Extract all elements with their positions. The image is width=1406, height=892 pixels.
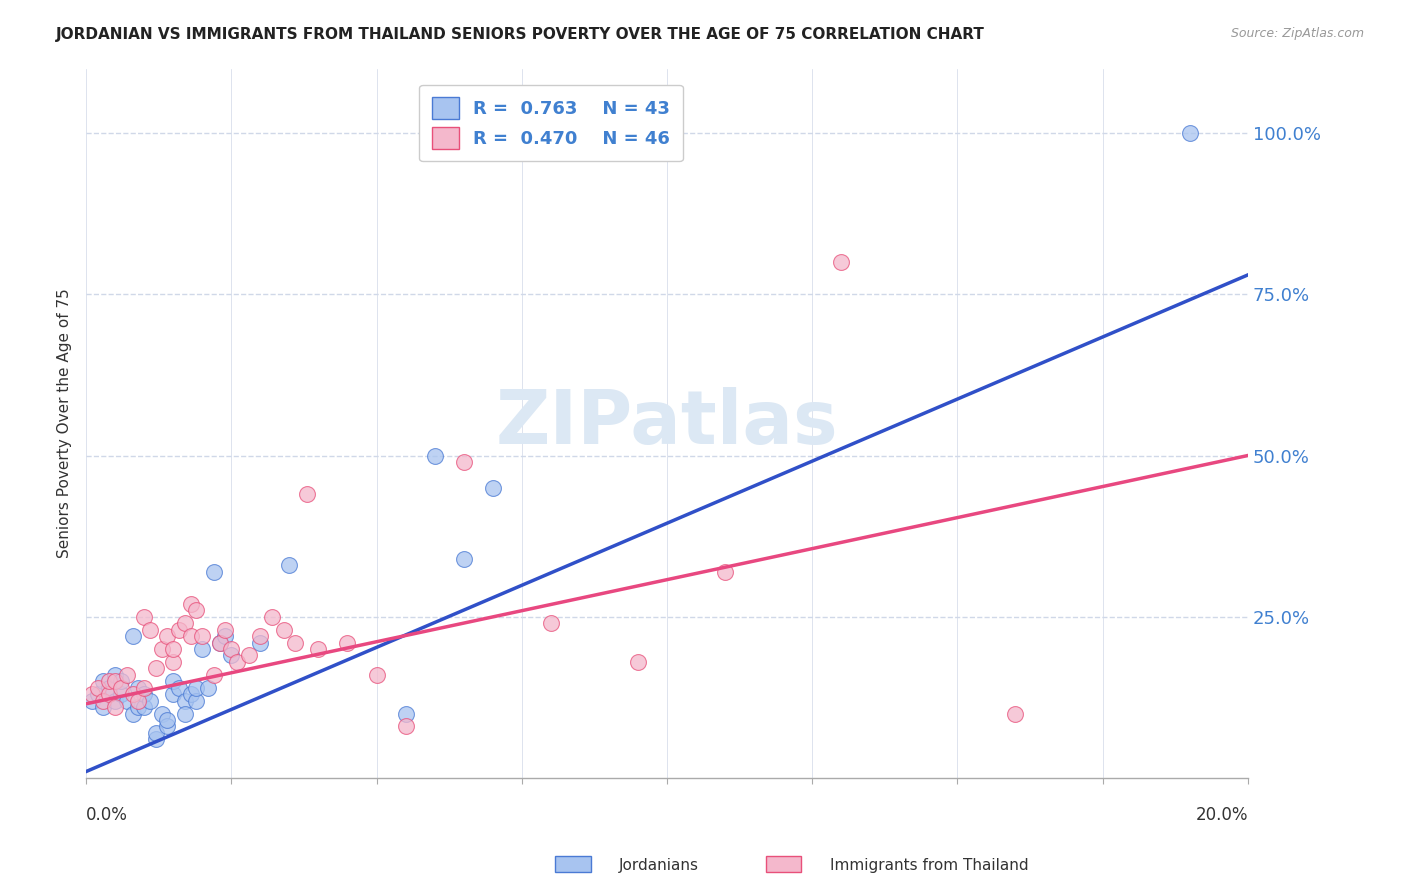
Point	[1178, 126, 1201, 140]
Text: ZIPatlas: ZIPatlas	[496, 387, 838, 459]
Point	[156, 713, 179, 727]
Point	[156, 719, 179, 733]
Point	[134, 700, 156, 714]
Point	[134, 681, 156, 695]
Point	[139, 623, 162, 637]
Point	[249, 635, 271, 649]
Point	[180, 687, 202, 701]
Y-axis label: Seniors Poverty Over the Age of 75: Seniors Poverty Over the Age of 75	[58, 288, 72, 558]
Point	[98, 681, 121, 695]
Point	[104, 674, 127, 689]
Point	[86, 681, 108, 695]
Point	[186, 693, 208, 707]
Point	[93, 674, 115, 689]
Point	[208, 635, 231, 649]
Point	[162, 655, 184, 669]
Point	[162, 642, 184, 657]
Point	[80, 693, 103, 707]
Point	[104, 668, 127, 682]
Point	[180, 597, 202, 611]
Point	[173, 706, 195, 721]
Point	[249, 629, 271, 643]
Point	[110, 687, 132, 701]
Point	[98, 687, 121, 701]
Point	[278, 558, 301, 573]
Point	[260, 609, 283, 624]
Text: JORDANIAN VS IMMIGRANTS FROM THAILAND SENIORS POVERTY OVER THE AGE OF 75 CORRELA: JORDANIAN VS IMMIGRANTS FROM THAILAND SE…	[56, 27, 986, 42]
Text: Immigrants from Thailand: Immigrants from Thailand	[830, 858, 1028, 872]
Point	[1004, 706, 1026, 721]
Point	[627, 655, 650, 669]
Point	[307, 642, 329, 657]
Point	[110, 681, 132, 695]
Point	[173, 693, 195, 707]
Text: Source: ZipAtlas.com: Source: ZipAtlas.com	[1230, 27, 1364, 40]
Point	[197, 681, 219, 695]
Point	[366, 668, 388, 682]
Point	[93, 700, 115, 714]
Point	[127, 693, 149, 707]
Point	[173, 616, 195, 631]
Point	[86, 687, 108, 701]
Point	[191, 642, 214, 657]
Point	[481, 481, 503, 495]
Point	[714, 565, 737, 579]
Point	[121, 687, 143, 701]
Point	[134, 687, 156, 701]
Point	[540, 616, 562, 631]
Point	[121, 706, 143, 721]
Point	[145, 661, 167, 675]
Point	[180, 629, 202, 643]
Point	[145, 732, 167, 747]
Point	[214, 623, 236, 637]
Point	[202, 565, 225, 579]
Point	[208, 635, 231, 649]
Point	[121, 629, 143, 643]
Point	[134, 609, 156, 624]
Point	[150, 642, 173, 657]
Point	[226, 655, 249, 669]
Text: 20.0%: 20.0%	[1195, 806, 1249, 824]
Point	[127, 700, 149, 714]
Point	[104, 700, 127, 714]
Point	[238, 648, 260, 663]
Point	[115, 693, 138, 707]
Text: 0.0%: 0.0%	[86, 806, 128, 824]
Point	[202, 668, 225, 682]
Point	[98, 674, 121, 689]
Point	[284, 635, 307, 649]
Point	[139, 693, 162, 707]
Point	[145, 726, 167, 740]
Point	[80, 687, 103, 701]
Text: Jordanians: Jordanians	[619, 858, 699, 872]
Point	[186, 681, 208, 695]
Point	[221, 642, 243, 657]
Point	[186, 603, 208, 617]
Point	[104, 693, 127, 707]
Point	[214, 629, 236, 643]
Point	[394, 706, 416, 721]
Point	[453, 455, 475, 469]
Point	[191, 629, 214, 643]
Point	[423, 449, 446, 463]
Point	[110, 674, 132, 689]
Point	[127, 681, 149, 695]
Point	[221, 648, 243, 663]
Point	[167, 681, 190, 695]
Point	[150, 706, 173, 721]
Point	[295, 487, 318, 501]
Point	[336, 635, 359, 649]
Point	[273, 623, 295, 637]
Point	[394, 719, 416, 733]
Point	[93, 693, 115, 707]
Point	[830, 255, 852, 269]
Point	[156, 629, 179, 643]
Point	[162, 674, 184, 689]
Point	[162, 687, 184, 701]
Point	[167, 623, 190, 637]
Legend: R =  0.763    N = 43, R =  0.470    N = 46: R = 0.763 N = 43, R = 0.470 N = 46	[419, 85, 683, 161]
Point	[115, 668, 138, 682]
Point	[453, 551, 475, 566]
